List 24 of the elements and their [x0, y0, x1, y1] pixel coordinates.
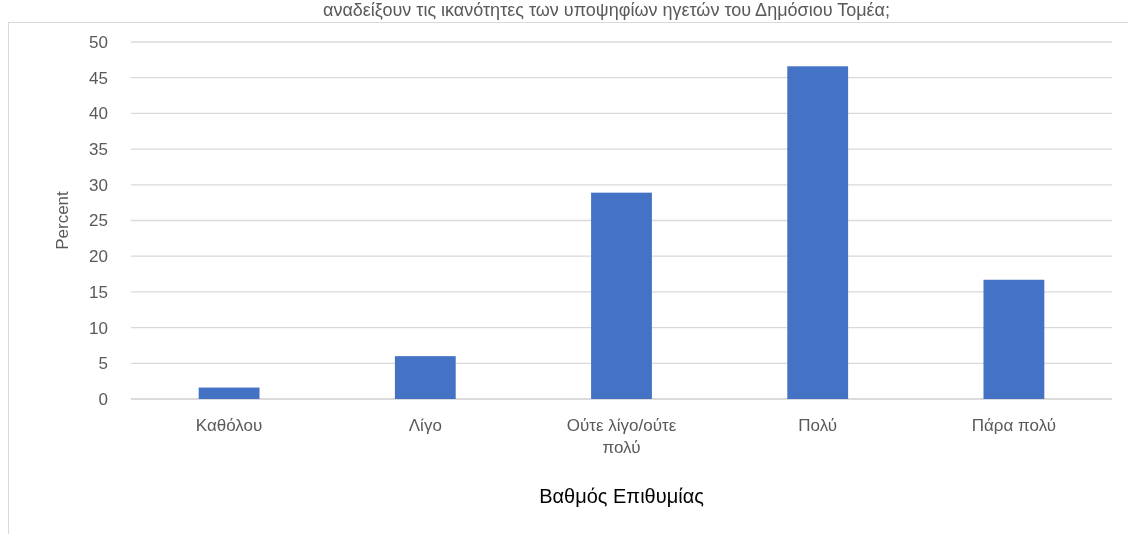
y-tick-label: 30: [89, 175, 108, 195]
y-tick-label: 10: [89, 318, 108, 338]
x-tick-label: Ούτε λίγο/ούτε πολύ: [566, 416, 677, 457]
x-tick-label: Καθόλου: [195, 416, 263, 435]
x-tick-label: Πάρα πολύ: [971, 416, 1057, 435]
x-tick-label: Λίγο: [408, 416, 442, 435]
bar: [591, 192, 652, 399]
x-axis-title: Βαθμός Επιθυμίας: [539, 485, 705, 507]
y-axis-title: Percent: [53, 190, 72, 250]
chart-title: αναδείξουν τις ικανότητες των υποψηφίων ηγετών του Δημόσιου Τομέα;: [323, 0, 890, 20]
y-tick-label: 5: [98, 354, 108, 374]
y-tick-label: 50: [89, 32, 108, 52]
y-tick-label: 40: [89, 104, 108, 124]
y-tick-label: 0: [98, 389, 108, 409]
y-tick-label: 15: [89, 282, 108, 302]
y-tick-label: 45: [89, 68, 108, 88]
bar: [394, 356, 456, 399]
bar: [787, 66, 849, 399]
y-tick-label: 35: [89, 140, 108, 160]
y-tick-label: 25: [89, 211, 108, 231]
bar: [198, 387, 260, 399]
x-tick-label: Πολύ: [798, 416, 838, 435]
y-tick-label: 20: [89, 247, 108, 267]
bar: [983, 279, 1045, 399]
